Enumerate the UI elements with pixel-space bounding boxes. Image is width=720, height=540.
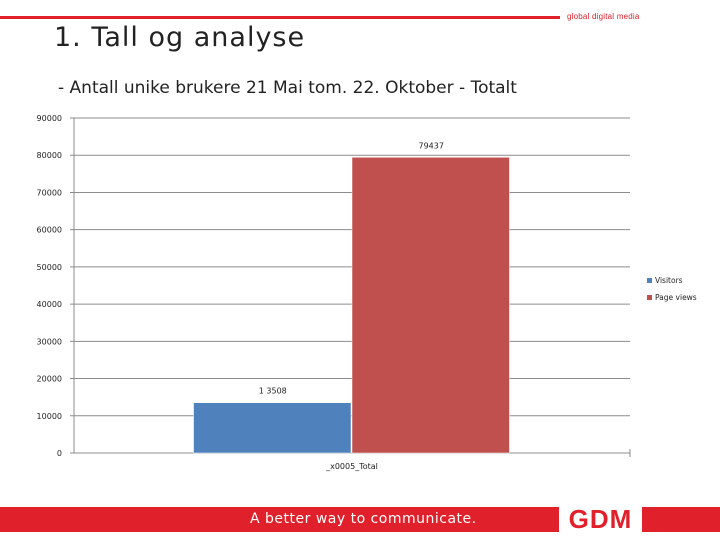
bar-page-views xyxy=(351,157,510,454)
data-label: 1 3508 xyxy=(259,387,287,396)
legend-label: Visitors xyxy=(655,276,683,285)
x-axis-categories: _x0005_Total xyxy=(325,462,378,471)
chart-bars xyxy=(193,157,510,454)
gdm-logo: GDM xyxy=(559,505,642,534)
legend-label: Page views xyxy=(655,293,697,302)
data-labels: 1 3508 79437 xyxy=(259,141,444,395)
legend-swatch xyxy=(647,278,652,283)
header-rule xyxy=(0,16,560,19)
y-tick-label: 0 xyxy=(57,449,62,458)
y-tick-label: 80000 xyxy=(37,151,62,160)
chart-title: - Antall unike brukere 21 Mai tom. 22. O… xyxy=(58,78,517,98)
y-tick-label: 70000 xyxy=(37,188,62,197)
brand-tagline: global digital media xyxy=(567,12,640,21)
chart-legend: Visitors Page views xyxy=(647,276,697,302)
y-tick-label: 50000 xyxy=(37,263,62,272)
y-tick-label: 10000 xyxy=(37,412,62,421)
y-tick-label: 90000 xyxy=(37,114,62,123)
data-label: 79437 xyxy=(419,141,444,150)
chart-gridlines xyxy=(70,117,631,457)
footer-slogan: A better way to communicate. xyxy=(250,511,477,527)
y-tick-label: 60000 xyxy=(37,226,62,235)
bar-visitors xyxy=(193,402,352,454)
page-title: 1. Tall og analyse xyxy=(54,22,306,53)
y-axis-ticks: 0 10000 20000 30000 40000 50000 60000 70000 8000… xyxy=(37,114,62,458)
legend-swatch xyxy=(647,295,652,300)
y-tick-label: 30000 xyxy=(37,337,62,346)
x-category-label: _x0005_Total xyxy=(325,462,378,471)
y-tick-label: 40000 xyxy=(37,300,62,309)
y-tick-label: 20000 xyxy=(37,375,62,384)
